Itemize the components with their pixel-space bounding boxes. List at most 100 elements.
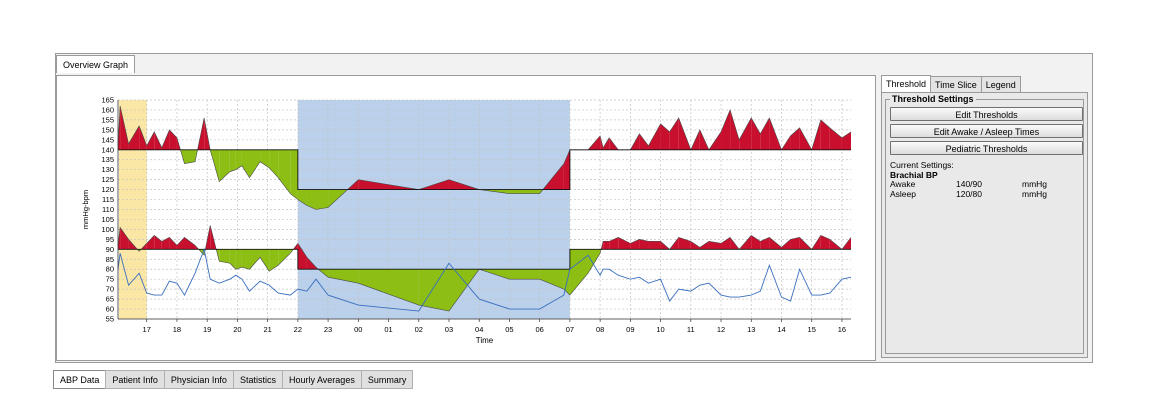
x-tick-label: 03 — [445, 325, 453, 334]
systolic-area — [229, 149, 236, 172]
diastolic-threshold-line — [118, 248, 851, 270]
current-settings: Current Settings: Brachial BP Awake 140/… — [890, 160, 1080, 199]
diastolic-area — [820, 235, 830, 250]
measurement-type: Brachial BP — [890, 169, 938, 180]
diastolic-area — [229, 249, 236, 270]
y-tick-label: 75 — [106, 275, 114, 284]
x-tick-label: 16 — [838, 325, 846, 334]
x-tick-label: 11 — [687, 325, 695, 334]
tab-legend[interactable]: Legend — [980, 76, 1021, 92]
y-tick-label: 65 — [106, 295, 114, 304]
y-tick-label: 165 — [101, 96, 114, 105]
y-tick-label: 85 — [106, 255, 114, 264]
diastolic-area — [781, 239, 791, 250]
diastolic-area — [219, 249, 230, 264]
y-tick-label: 55 — [106, 315, 114, 324]
diastolic-area — [241, 249, 250, 270]
diastolic-area — [418, 269, 449, 312]
overview-chart[interactable]: 5560657075808590951001051101151201251301… — [56, 75, 871, 358]
systolic-area — [139, 125, 147, 150]
tab-overview-graph[interactable]: Overview Graph — [56, 55, 136, 73]
y-tick-label: 120 — [101, 185, 114, 194]
x-tick-label: 07 — [566, 325, 574, 334]
pediatric-thresholds-button[interactable]: Pediatric Thresholds — [890, 141, 1083, 155]
systolic-area — [648, 123, 661, 150]
systolic-area — [820, 119, 830, 150]
x-tick-label: 17 — [143, 325, 151, 334]
systolic-area — [241, 149, 250, 178]
systolic-area — [128, 125, 140, 150]
diastolic-area — [184, 237, 196, 250]
tab-abp-data[interactable]: ABP Data — [53, 370, 107, 389]
diastolic-area — [176, 237, 185, 250]
tab-physician-info[interactable]: Physician Info — [163, 370, 234, 389]
x-tick-label: 10 — [656, 325, 664, 334]
x-tick-label: 14 — [777, 325, 785, 334]
y-tick-label: 110 — [102, 205, 114, 214]
y-tick-label: 90 — [106, 245, 114, 254]
asleep-unit: mmHg — [1022, 188, 1048, 199]
systolic-area — [669, 117, 679, 150]
tab-hourly-averages[interactable]: Hourly Averages — [281, 370, 362, 389]
diastolic-area — [328, 269, 359, 284]
y-tick-label: 150 — [101, 125, 114, 134]
systolic-area — [219, 149, 230, 182]
y-tick-label: 70 — [106, 285, 114, 294]
x-axis-label: Time — [476, 336, 494, 345]
systolic-area — [184, 149, 196, 164]
diastolic-area-line — [117, 225, 852, 312]
systolic-area — [278, 149, 291, 194]
diastolic-area — [539, 269, 564, 290]
systolic-area — [120, 105, 129, 150]
diastolic-area — [639, 239, 649, 250]
diastolic-area — [588, 249, 601, 274]
systolic-area — [639, 133, 649, 150]
x-tick-label: 02 — [415, 325, 423, 334]
bottom-tab-strip: ABP Data Patient Info Physician Info Sta… — [53, 370, 414, 389]
tab-time-slice[interactable]: Time Slice — [930, 76, 982, 92]
systolic-area — [249, 149, 261, 178]
diastolic-area — [721, 237, 731, 250]
diastolic-area — [260, 249, 270, 272]
x-tick-label: 15 — [808, 325, 816, 334]
y-tick-label: 155 — [101, 115, 114, 124]
tab-patient-info[interactable]: Patient Info — [105, 370, 165, 389]
systolic-area — [290, 149, 298, 200]
asleep-value: 120/80 — [956, 188, 982, 199]
diastolic-area — [509, 269, 540, 280]
y-tick-label: 80 — [106, 265, 114, 274]
x-tick-label: 08 — [596, 325, 604, 334]
y-tick-label: 105 — [101, 215, 114, 224]
systolic-area — [479, 189, 510, 194]
diastolic-area — [569, 249, 589, 296]
systolic-area — [169, 129, 177, 150]
tab-summary[interactable]: Summary — [360, 370, 414, 389]
x-tick-label: 13 — [747, 325, 755, 334]
diastolic-area — [769, 237, 782, 250]
y-tick-label: 135 — [101, 155, 114, 164]
diastolic-area — [630, 239, 640, 250]
edit-awake-asleep-times-button[interactable]: Edit Awake / Asleep Times — [890, 124, 1083, 138]
awake-setting-row: Awake 140/90 mmHg — [890, 179, 1080, 190]
tab-statistics[interactable]: Statistics — [232, 370, 283, 389]
y-tick-label: 160 — [101, 105, 114, 114]
heart-rate-line — [117, 247, 852, 312]
systolic-area — [146, 131, 155, 150]
y-tick-label: 60 — [106, 305, 114, 314]
diastolic-area — [790, 237, 800, 250]
y-tick-label: 100 — [101, 225, 114, 234]
x-tick-label: 12 — [717, 325, 725, 334]
current-settings-label: Current Settings: — [890, 160, 954, 170]
y-tick-label: 95 — [106, 235, 114, 244]
x-tick-label: 09 — [626, 325, 634, 334]
diastolic-area — [751, 235, 761, 250]
tab-threshold[interactable]: Threshold — [881, 75, 932, 92]
edit-thresholds-button[interactable]: Edit Thresholds — [890, 107, 1083, 121]
asleep-label: Asleep — [890, 188, 916, 199]
y-tick-label: 145 — [101, 135, 114, 144]
x-tick-label: 19 — [203, 325, 211, 334]
systolic-area-line — [117, 105, 852, 210]
x-tick-label: 05 — [505, 325, 513, 334]
y-tick-label: 125 — [101, 175, 114, 184]
diastolic-area — [358, 269, 419, 306]
